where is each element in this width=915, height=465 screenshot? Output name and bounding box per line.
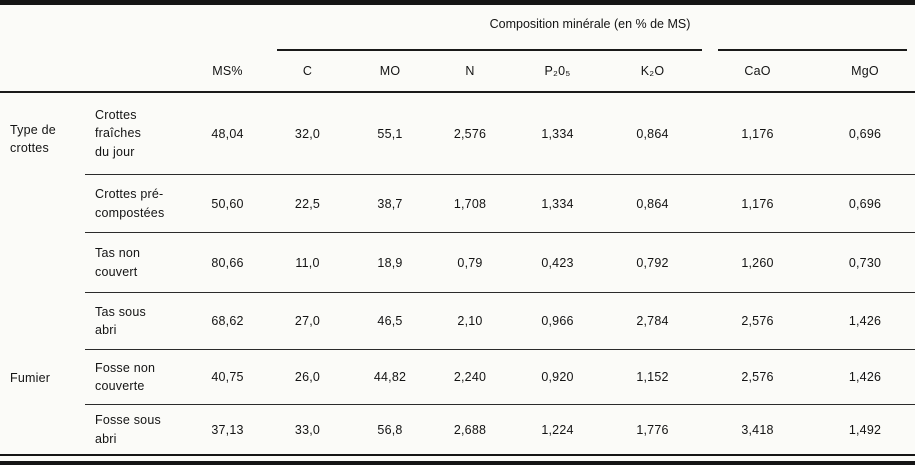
table-cell: 1,426 bbox=[815, 350, 915, 405]
table-cell: 37,13 bbox=[211, 422, 244, 437]
table-cell: 3,418 bbox=[741, 422, 774, 437]
table-cell: 0,864 bbox=[605, 93, 700, 175]
table-cell: 2,576 bbox=[430, 93, 510, 175]
table-cell: 0,696 bbox=[815, 93, 915, 175]
table-cell: 22,5 bbox=[265, 175, 350, 233]
table-cell: 68,62 bbox=[190, 293, 265, 350]
table-cell: 26,0 bbox=[265, 350, 350, 405]
row-group-type-de-crottes: Type de crottes bbox=[10, 123, 56, 156]
row-label: Fosse non couverte bbox=[85, 350, 190, 405]
column-header-p2o5: P₂0₅ bbox=[510, 51, 605, 93]
table-cell: 27,0 bbox=[265, 293, 350, 350]
composition-header-underline bbox=[265, 49, 915, 51]
table-cell: 33,0 bbox=[294, 422, 321, 437]
column-header-c: C bbox=[265, 51, 350, 93]
table-cell: 56,8 bbox=[377, 422, 403, 437]
table-cell: 0,864 bbox=[605, 175, 700, 233]
table-cell: 0,966 bbox=[510, 293, 605, 350]
table-cell: 44,82 bbox=[350, 350, 430, 405]
row-label: Tas sous abri bbox=[85, 293, 190, 350]
table-cell: 32,0 bbox=[265, 93, 350, 175]
table-cell: 1,776 bbox=[636, 422, 669, 437]
table-cell: 1,426 bbox=[815, 293, 915, 350]
table-bottom-rule bbox=[0, 456, 915, 465]
column-header-n: N bbox=[430, 51, 510, 93]
composition-header-group: Composition minérale (en % de MS) bbox=[265, 5, 915, 51]
table-cell: 2,10 bbox=[430, 293, 510, 350]
table-cell: 1,334 bbox=[510, 175, 605, 233]
row-label: Crottes fraîches du jour bbox=[85, 93, 190, 175]
table-cell: 2,240 bbox=[430, 350, 510, 405]
column-header-k2o: K₂O bbox=[605, 51, 700, 93]
table-cell: 2,784 bbox=[605, 293, 700, 350]
table-cell: 0,423 bbox=[510, 233, 605, 293]
table-cell: 2,576 bbox=[700, 293, 815, 350]
table-cell: 2,576 bbox=[700, 350, 815, 405]
column-header-ms: MS% bbox=[190, 51, 265, 93]
table-cell: 0,920 bbox=[510, 350, 605, 405]
table-cell: 46,5 bbox=[350, 293, 430, 350]
table-cell: 1,224 bbox=[541, 422, 574, 437]
column-header-mgo: MgO bbox=[815, 51, 915, 93]
row-label: Fosse sous abri bbox=[95, 413, 161, 446]
underline-segment-left bbox=[277, 49, 702, 51]
table-cell: 80,66 bbox=[190, 233, 265, 293]
table-cell: 1,708 bbox=[430, 175, 510, 233]
table-cell: 1,152 bbox=[605, 350, 700, 405]
table-cell: 0,79 bbox=[430, 233, 510, 293]
composition-header-title: Composition minérale (en % de MS) bbox=[489, 17, 691, 31]
row-label: Tas non couvert bbox=[85, 233, 190, 293]
table-cell: 11,0 bbox=[265, 233, 350, 293]
header-blank bbox=[0, 5, 265, 51]
table-cell: 0,696 bbox=[815, 175, 915, 233]
table-cell: 48,04 bbox=[190, 93, 265, 175]
table-cell: 1,176 bbox=[700, 93, 815, 175]
table-cell: 1,260 bbox=[700, 233, 815, 293]
table-cell: 1,176 bbox=[700, 175, 815, 233]
underline-segment-right bbox=[718, 49, 907, 51]
table-cell: 2,688 bbox=[453, 422, 487, 437]
table-cell: 1,334 bbox=[510, 93, 605, 175]
table-cell: 1,492 bbox=[848, 422, 882, 437]
column-header-cao: CaO bbox=[700, 51, 815, 93]
table-cell: 40,75 bbox=[190, 350, 265, 405]
table-cell: 38,7 bbox=[350, 175, 430, 233]
row-label: Crottes pré- compostées bbox=[85, 175, 190, 233]
table-cell: 50,60 bbox=[190, 175, 265, 233]
row-group-fumier: Fumier bbox=[10, 371, 51, 385]
table-cell: 18,9 bbox=[350, 233, 430, 293]
table-cell: 55,1 bbox=[350, 93, 430, 175]
column-header-mo: MO bbox=[350, 51, 430, 93]
header-blank bbox=[85, 51, 190, 93]
header-blank bbox=[0, 51, 85, 93]
table-cell: 0,792 bbox=[605, 233, 700, 293]
table-cell: 0,730 bbox=[815, 233, 915, 293]
